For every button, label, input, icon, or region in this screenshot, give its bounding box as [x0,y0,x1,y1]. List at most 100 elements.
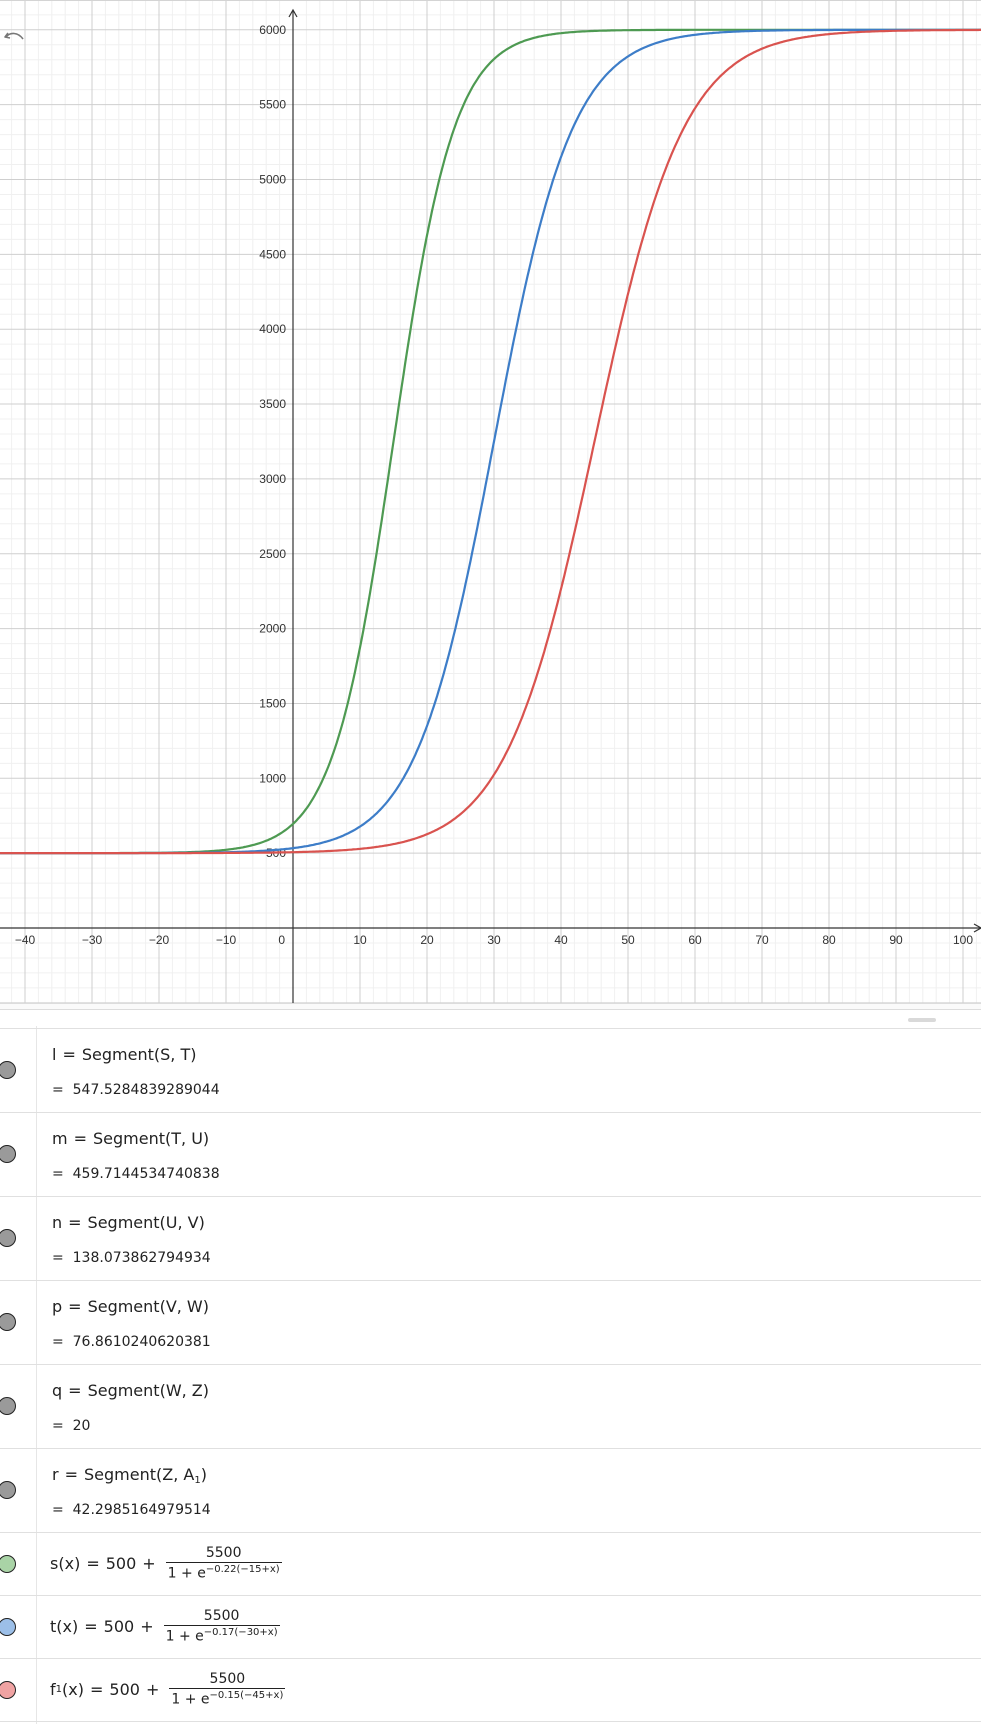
x-tick-label: −30 [82,933,103,947]
paren: ( [58,1553,65,1573]
graph-canvas[interactable]: −40 −30 −20 −10 0 10 20 30 40 50 60 70 80 90 100 50 0 10… [0,1,981,1011]
definition[interactable]: n = Segment(U, V) [52,1213,205,1232]
equals-sign: = [52,1418,64,1434]
curve-f1[interactable] [0,28,981,855]
algebra-row-m[interactable]: m = Segment(T, U) = 459.7144534740838 [0,1112,981,1197]
algebra-view[interactable]: l = Segment(S, T) = 547.5284839289044 m = Segm… [0,1010,981,1724]
segment-length: 138.073862794934 [72,1250,211,1266]
constant-term: 500 [103,1616,135,1636]
constant-term: 500 [109,1679,140,1699]
fraction: 5500 1 + e−0.17(−30+x) [163,1608,280,1645]
curve-s[interactable] [0,28,981,855]
algebra-row-n[interactable]: n = Segment(U, V) = 138.073862794934 [0,1196,981,1281]
visibility-toggle[interactable] [0,1481,16,1499]
equals-sign: = [84,1616,98,1636]
y-axis-labels: 5001000150020002500300035004000450050005… [259,23,286,860]
numerator: 5500 [203,1608,240,1624]
definition[interactable]: m = Segment(T, U) [52,1129,209,1148]
fraction: 5500 1 + e−0.22(−15+x) [165,1545,282,1582]
value: = 76.8610240620381 [52,1334,211,1350]
curve-t[interactable] [0,28,981,855]
graphics-view[interactable]: −40 −30 −20 −10 0 10 20 30 40 50 60 70 80 90 100 50 0 10… [0,0,981,1011]
function-definition[interactable]: s(x) = 500 +5500 1 + e−0.22(−15+x) [50,1545,282,1582]
algebra-row-function-f1[interactable]: f 1(x) = 500 +5500 1 + e−0.15(−45+x) [0,1658,981,1722]
segment-length: 547.5284839289044 [72,1082,220,1098]
visibility-toggle[interactable] [0,1397,16,1415]
denominator: 1 + e−0.22(−15+x) [165,1562,282,1582]
minor-grid [0,1,981,1011]
undo-icon [4,32,24,40]
value: = 42.2985164979514 [52,1502,211,1518]
undo-button[interactable] [2,25,26,49]
y-tick-label: 6000 [259,23,286,37]
equals-sign: = [64,1465,78,1484]
algebra-row-function-s[interactable]: s(x) = 500 +5500 1 + e−0.22(−15+x) [0,1532,981,1596]
y-tick-label: 3500 [259,397,286,411]
axes [0,8,981,1011]
exponent: −0.22(−15+x) [205,1564,280,1575]
value: = 20 [52,1418,90,1434]
x-tick-label: −40 [15,933,36,947]
function-definition[interactable]: f 1(x) = 500 +5500 1 + e−0.15(−45+x) [50,1671,286,1708]
y-tick-label: 2000 [259,622,286,636]
command-name: Segment [81,1045,154,1064]
equals-sign: = [62,1045,76,1064]
visibility-toggle[interactable] [0,1313,16,1331]
function-name: s [50,1553,59,1573]
equals-sign: = [52,1502,64,1518]
paren: ) [200,1465,207,1484]
equals-sign: = [52,1166,64,1182]
algebra-row-l[interactable]: l = Segment(S, T) = 547.5284839289044 [0,1028,981,1113]
denominator-base: 1 + e [171,1691,210,1708]
function-variable: x [62,1616,72,1636]
definition[interactable]: q = Segment(W, Z) [52,1381,209,1400]
numerator: 5500 [209,1671,246,1687]
paren: ) [72,1616,79,1636]
definition[interactable]: l = Segment(S, T) [52,1045,196,1064]
view-separator[interactable] [0,1003,981,1010]
y-tick-label: 5000 [259,173,286,187]
paren: ) [202,1129,210,1148]
command-name: Segment [87,1297,160,1316]
paren: ) [202,1297,209,1316]
visibility-toggle[interactable] [0,1145,16,1163]
denominator-base: 1 + e [165,1628,204,1645]
function-definition[interactable]: t(x) = 500 +5500 1 + e−0.17(−30+x) [50,1608,280,1645]
function-subscript: 1 [55,1683,63,1695]
command-args: S, T [160,1045,191,1064]
function-name: t [50,1616,57,1636]
value: = 547.5284839289044 [52,1082,220,1098]
function-variable: x [68,1679,78,1699]
visibility-toggle[interactable] [0,1061,16,1079]
value: = 138.073862794934 [52,1250,211,1266]
paren: ) [198,1213,205,1232]
definition[interactable]: p = Segment(V, W) [52,1297,209,1316]
equals-sign: = [68,1213,82,1232]
algebra-row-q[interactable]: q = Segment(W, Z) = 20 [0,1364,981,1449]
algebra-row-function-t[interactable]: t(x) = 500 +5500 1 + e−0.17(−30+x) [0,1595,981,1659]
visibility-toggle[interactable] [0,1618,16,1636]
object-name: r [52,1465,59,1484]
definition[interactable]: r = Segment(Z, A1) [52,1465,207,1486]
function-curves[interactable] [0,28,981,855]
panel-drag-handle[interactable] [908,1018,936,1022]
denominator: 1 + e−0.15(−45+x) [169,1688,286,1708]
command-args: W, Z [165,1381,203,1400]
command-args: U, V [165,1213,199,1232]
equals-sign: = [89,1679,104,1699]
paren: ( [155,1465,163,1484]
y-tick-label: 4000 [259,322,286,336]
command-name: Segment [93,1129,165,1148]
visibility-toggle[interactable] [0,1229,16,1247]
equals-sign: = [73,1129,87,1148]
algebra-row-p[interactable]: p = Segment(V, W) = 76.8610240620381 [0,1280,981,1365]
visibility-toggle[interactable] [0,1555,16,1573]
paren: ) [77,1679,84,1699]
algebra-row-r[interactable]: r = Segment(Z, A1) = 42.2985164979514 [0,1448,981,1533]
x-tick-label: 100 [953,933,973,947]
paren: ( [159,1381,166,1400]
x-tick-label: 70 [755,933,769,947]
function-name: f [50,1679,56,1699]
denominator: 1 + e−0.17(−30+x) [163,1625,280,1645]
visibility-toggle[interactable] [0,1681,16,1699]
